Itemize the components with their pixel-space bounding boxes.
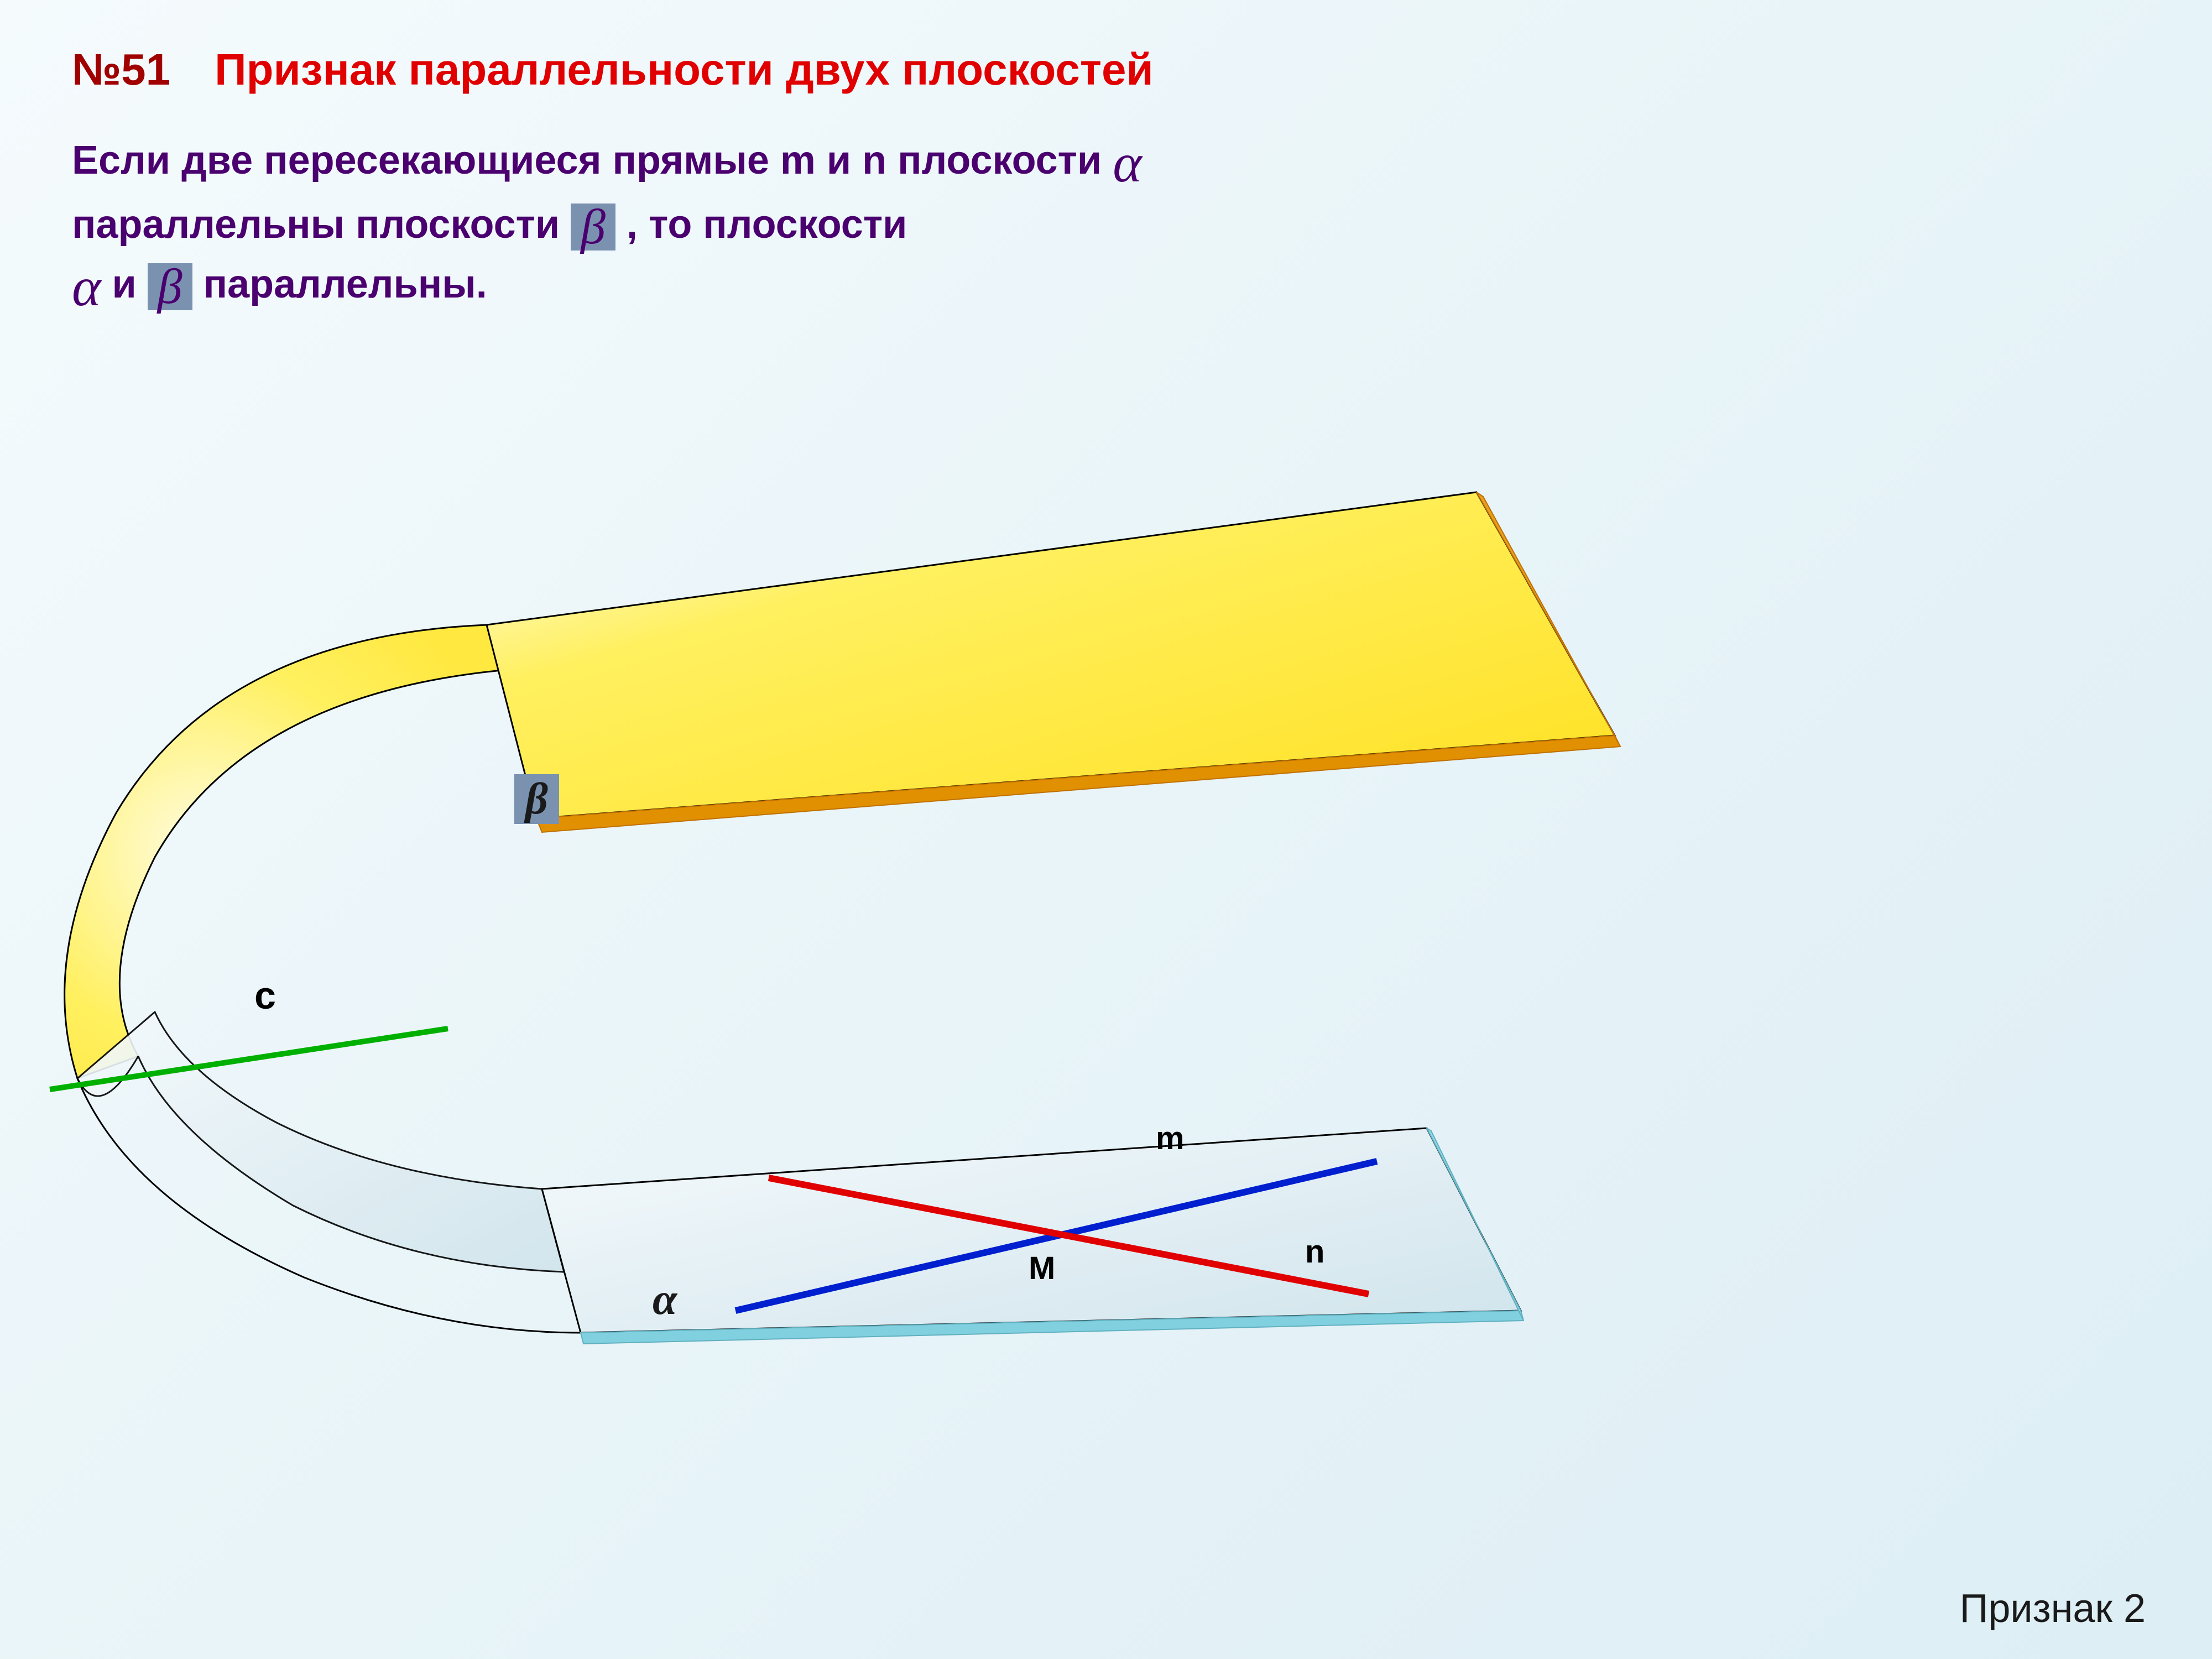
theorem-text: Если две пересекающиеся прямые m и n пло… xyxy=(72,127,2140,323)
slide-title: Признак параллельности двух плоскостей xyxy=(215,44,1154,95)
label-beta-diagram: β xyxy=(514,774,559,824)
footer-text: Признак 2 xyxy=(1960,1586,2146,1631)
label-c: c xyxy=(254,973,276,1018)
theorem-line1: Если две пересекающиеся прямые m и n пло… xyxy=(72,138,1113,182)
curve-surface xyxy=(65,625,514,1078)
theorem-line2a: параллельны плоскости xyxy=(72,202,571,247)
slide-number: №51 xyxy=(72,44,170,95)
theorem-line3a: и xyxy=(112,262,148,306)
label-m: m xyxy=(1156,1120,1185,1157)
beta-symbol-box-1: β xyxy=(571,204,615,251)
alpha-symbol-2: α xyxy=(72,256,101,317)
theorem-line3b: параллельны. xyxy=(204,262,487,306)
diagram: c β α m n M xyxy=(28,415,1797,1465)
theorem-line2b: , то плоскости xyxy=(627,202,907,247)
label-alpha-diagram: α xyxy=(653,1275,677,1325)
label-n: n xyxy=(1305,1233,1324,1270)
alpha-symbol-1: α xyxy=(1113,132,1142,194)
upper-plane-beta xyxy=(487,492,1620,832)
label-point-M: M xyxy=(1029,1250,1055,1287)
beta-symbol-box-2: β xyxy=(148,263,192,310)
diagram-svg xyxy=(28,415,1797,1465)
curve-surface-lower xyxy=(77,1012,564,1272)
title-row: №51 Признак параллельности двух плоскост… xyxy=(72,44,1154,95)
